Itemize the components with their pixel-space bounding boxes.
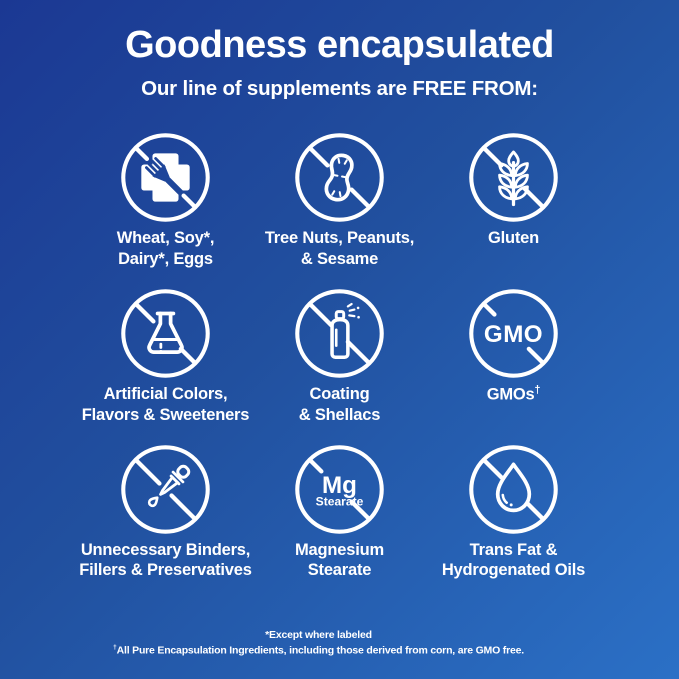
- footnotes: *Except where labeled †All Pure Encapsul…: [0, 628, 637, 659]
- item-label: Coating & Shellacs: [298, 384, 381, 424]
- free-from-item-gmos: GMO GMOs†: [427, 287, 601, 426]
- no-gluten-icon: [469, 132, 558, 222]
- free-from-item-artificial-colors: Artificial Colors, Flavors & Sweeteners: [79, 287, 253, 426]
- free-from-item-binders-fillers-preservatives: Unnecessary Binders, Fillers & Preservat…: [79, 443, 253, 582]
- page-title: Goodness encapsulated: [125, 24, 554, 66]
- no-artificial-colors-flavors-sweeteners-icon: [121, 288, 210, 378]
- item-label: Wheat, Soy*, Dairy*, Eggs: [116, 228, 215, 268]
- mg-icon-text: Mg: [322, 472, 357, 499]
- no-magnesium-stearate-icon: Mg Stearate: [295, 444, 384, 534]
- footnote-gmo: †All Pure Encapsulation Ingredients, inc…: [113, 644, 524, 657]
- page-subtitle: Our line of supplements are FREE FROM:: [141, 76, 538, 100]
- free-from-item-wheat-soy-dairy-eggs: Wheat, Soy*, Dairy*, Eggs: [79, 131, 253, 270]
- item-label: Artificial Colors, Flavors & Sweeteners: [81, 384, 250, 424]
- no-trans-fat-hydrogenated-oils-icon: [469, 444, 558, 534]
- item-label: Unnecessary Binders, Fillers & Preservat…: [79, 540, 252, 580]
- free-from-item-trans-fat: Trans Fat & Hydrogenated Oils: [427, 443, 601, 582]
- item-label: Trans Fat & Hydrogenated Oils: [441, 540, 586, 580]
- no-tree-nuts-peanuts-sesame-icon: [295, 132, 384, 222]
- no-coating-shellacs-icon: [295, 288, 384, 378]
- gmo-icon-text: GMO: [484, 320, 543, 347]
- footnote-labeled: *Except where labeled: [265, 629, 372, 641]
- dagger-footnote-marker: †: [113, 644, 117, 652]
- no-gmo-icon: GMO: [469, 288, 558, 378]
- no-wheat-soy-dairy-eggs-icon: [121, 132, 210, 222]
- no-binders-fillers-preservatives-icon: [121, 444, 210, 534]
- free-from-item-coating-shellacs: Coating & Shellacs: [253, 287, 427, 426]
- free-from-grid: Wheat, Soy*, Dairy*, Eggs Tree Nuts, Pea…: [79, 131, 601, 582]
- item-label: GMOs†: [486, 383, 541, 404]
- header: Goodness encapsulated Our line of supple…: [0, 0, 679, 101]
- stearate-icon-text: Stearate: [316, 494, 364, 508]
- free-from-item-tree-nuts-peanuts-sesame: Tree Nuts, Peanuts, & Sesame: [253, 131, 427, 270]
- item-label: Magnesium Stearate: [295, 540, 384, 580]
- item-label: Tree Nuts, Peanuts, & Sesame: [264, 228, 415, 268]
- dagger-footnote-marker: †: [534, 383, 541, 396]
- free-from-item-magnesium-stearate: Mg Stearate Magnesium Stearate: [253, 443, 427, 582]
- free-from-item-gluten: Gluten: [427, 131, 601, 270]
- item-label: Gluten: [487, 228, 540, 247]
